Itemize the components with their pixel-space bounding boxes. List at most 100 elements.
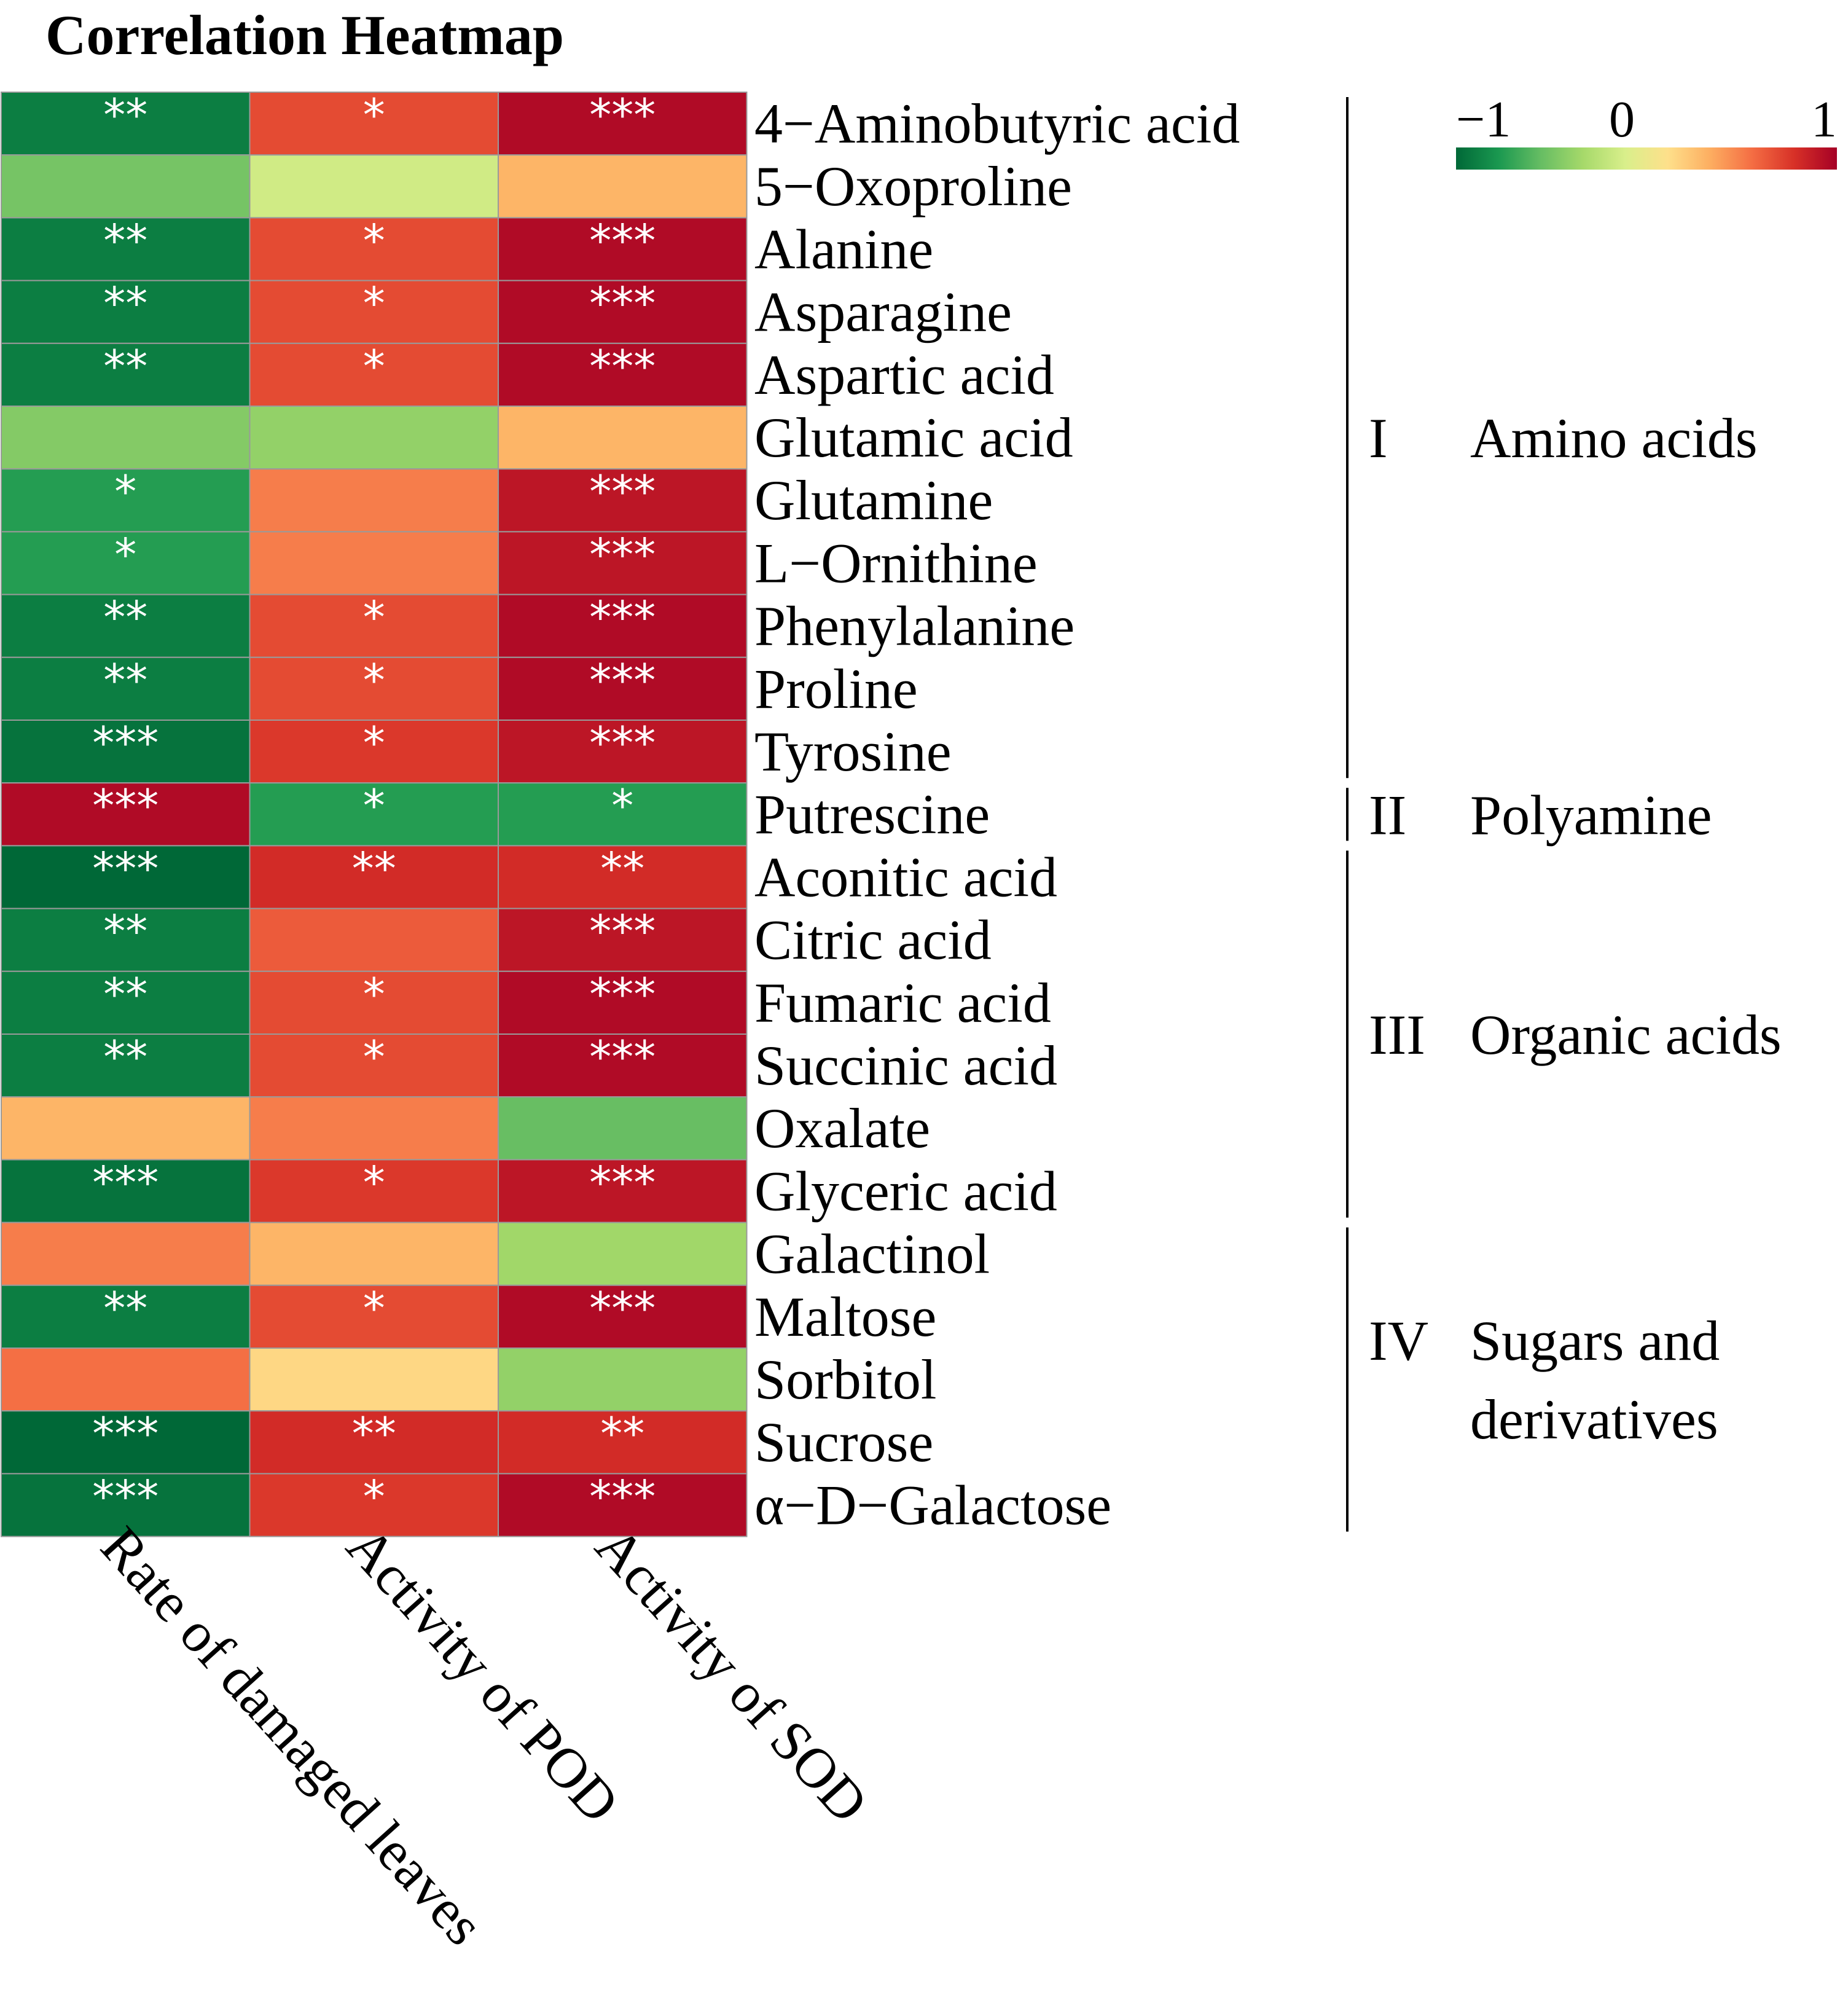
significance-mark: *** bbox=[589, 528, 656, 580]
row-label: Sorbitol bbox=[754, 1348, 936, 1411]
heatmap-cell bbox=[498, 1159, 748, 1223]
heatmap-cell bbox=[249, 656, 499, 721]
significance-mark: *** bbox=[589, 1156, 656, 1208]
heatmap-cell bbox=[249, 92, 499, 156]
significance-mark: *** bbox=[92, 780, 159, 831]
row-label: Maltose bbox=[754, 1285, 936, 1348]
heatmap-cell bbox=[1, 217, 251, 281]
row-label: Alanine bbox=[754, 218, 933, 280]
heatmap-cell bbox=[249, 1473, 499, 1537]
heatmap-cell bbox=[498, 1222, 748, 1286]
significance-mark: *** bbox=[92, 1408, 159, 1459]
heatmap-cell bbox=[498, 1033, 748, 1098]
significance-mark: * bbox=[363, 1282, 385, 1334]
heatmap-cell bbox=[1, 531, 251, 595]
heatmap-cell bbox=[1, 1033, 251, 1098]
row-label: Succinic acid bbox=[754, 1034, 1057, 1097]
row-label: 5−Oxoproline bbox=[754, 155, 1072, 218]
heatmap-cell bbox=[498, 217, 748, 281]
heatmap-cell bbox=[249, 594, 499, 658]
row-label: 4−Aminobutyric acid bbox=[754, 92, 1240, 155]
group-annotations: I Amino acids II Polyamine III Organic acids I… bbox=[1346, 97, 1782, 1532]
heatmap-cell bbox=[1, 1347, 251, 1412]
heatmap-cell bbox=[498, 531, 748, 595]
heatmap-cell bbox=[498, 782, 748, 847]
significance-mark: * bbox=[363, 780, 385, 831]
significance-mark: * bbox=[363, 278, 385, 329]
legend-colorbar bbox=[1456, 147, 1837, 170]
heatmap-cell bbox=[498, 594, 748, 658]
significance-mark: * bbox=[363, 968, 385, 1020]
heatmap-cell bbox=[1, 1159, 251, 1223]
significance-mark: ** bbox=[600, 1408, 644, 1459]
heatmap-cell bbox=[498, 970, 748, 1035]
heatmap-cell bbox=[1, 154, 251, 219]
significance-mark: *** bbox=[92, 717, 159, 769]
heatmap-cell bbox=[498, 656, 748, 721]
heatmap-cell bbox=[249, 970, 499, 1035]
significance-mark: ** bbox=[103, 340, 147, 392]
heatmap-cell bbox=[249, 1222, 499, 1286]
significance-mark: *** bbox=[589, 968, 656, 1020]
significance-mark: * bbox=[363, 654, 385, 706]
significance-mark: ** bbox=[103, 214, 147, 266]
heatmap-cell bbox=[249, 217, 499, 281]
significance-mark: *** bbox=[589, 592, 656, 643]
significance-mark: * bbox=[363, 592, 385, 643]
heatmap-cell bbox=[249, 908, 499, 972]
significance-mark: *** bbox=[589, 1282, 656, 1334]
significance-mark: * bbox=[363, 1156, 385, 1208]
heatmap-cell bbox=[498, 1096, 748, 1161]
significance-mark: ** bbox=[103, 968, 147, 1020]
heatmap-cell bbox=[1, 92, 251, 156]
significance-mark: ** bbox=[103, 89, 147, 141]
heatmap-cell bbox=[249, 468, 499, 533]
row-label: α−D−Galactose bbox=[754, 1473, 1111, 1536]
heatmap-cell bbox=[249, 1410, 499, 1475]
heatmap-cell bbox=[1, 406, 251, 470]
significance-mark: ** bbox=[103, 654, 147, 706]
heatmap-cell bbox=[1, 1096, 251, 1161]
group-name: Amino acids bbox=[1470, 407, 1758, 469]
heatmap-cell bbox=[498, 92, 748, 156]
chart-title: Correlation Heatmap bbox=[45, 4, 565, 66]
heatmap-cell bbox=[498, 1284, 748, 1349]
heatmap-cell bbox=[1, 970, 251, 1035]
row-label: L−Ornithine bbox=[754, 531, 1038, 594]
group-name: Sugars and bbox=[1470, 1309, 1720, 1372]
heatmap-cell bbox=[498, 1473, 748, 1537]
row-label: Sucrose bbox=[754, 1411, 933, 1473]
significance-mark: * bbox=[363, 717, 385, 769]
significance-mark: *** bbox=[92, 1156, 159, 1208]
significance-mark: ** bbox=[103, 906, 147, 957]
legend-tick-label: 0 bbox=[1609, 91, 1635, 148]
group-numeral: III bbox=[1369, 1003, 1425, 1066]
significance-mark: *** bbox=[92, 842, 159, 894]
heatmap-cell bbox=[249, 531, 499, 595]
significance-mark: ** bbox=[352, 1408, 396, 1459]
significance-mark: ** bbox=[600, 842, 644, 894]
row-label: Galactinol bbox=[754, 1223, 990, 1285]
row-label: Citric acid bbox=[754, 909, 992, 971]
heatmap-cell bbox=[1, 1222, 251, 1286]
heatmap-cell bbox=[1, 594, 251, 658]
significance-mark: ** bbox=[103, 1031, 147, 1083]
row-label: Proline bbox=[754, 657, 918, 720]
row-label: Aconitic acid bbox=[754, 845, 1057, 908]
row-label: Asparagine bbox=[754, 281, 1012, 343]
significance-mark: * bbox=[611, 780, 633, 831]
row-labels: 4−Aminobutyric acid5−OxoprolineAlanineAs… bbox=[754, 92, 1240, 1536]
significance-mark: *** bbox=[589, 654, 656, 706]
significance-mark: * bbox=[114, 528, 136, 580]
significance-mark: *** bbox=[589, 717, 656, 769]
significance-mark: * bbox=[363, 214, 385, 266]
group-numeral: I bbox=[1369, 407, 1388, 469]
heatmap-cell bbox=[249, 845, 499, 909]
column-label: Activity of SOD bbox=[584, 1515, 880, 1834]
heatmap-cell bbox=[1, 280, 251, 344]
group-name: Organic acids bbox=[1470, 1003, 1782, 1066]
heatmap-cell bbox=[1, 1473, 251, 1537]
heatmap-cell bbox=[249, 342, 499, 407]
